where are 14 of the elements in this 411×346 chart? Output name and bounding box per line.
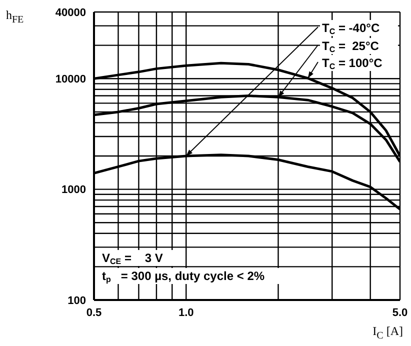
y-tick-label: 1000 — [62, 184, 86, 196]
x-tick-label: 0.5 — [86, 306, 102, 319]
x-axis-title: I$_{C}$ [A] — [372, 324, 403, 342]
annotation: V$_{CE}$ = 3 V — [102, 251, 163, 266]
y-tick-label: 10000 — [55, 74, 86, 86]
y-axis-title: h$_{FE}$ — [6, 8, 24, 26]
text: T$_{C}$ = 25°C — [322, 39, 380, 54]
y-tick-label: 40000 — [55, 6, 86, 19]
y-tick-label: 100 — [68, 294, 86, 307]
x-tick-label: 5.0 — [392, 306, 408, 319]
x-tick-label: 1.0 — [178, 306, 194, 319]
text: t$_{p}$ = 300 µs, duty cycle < 2% — [102, 269, 265, 284]
text: T$_{C}$ = -40°C — [322, 21, 380, 36]
legend-label: T$_{C}$ = 100°C — [322, 56, 383, 71]
